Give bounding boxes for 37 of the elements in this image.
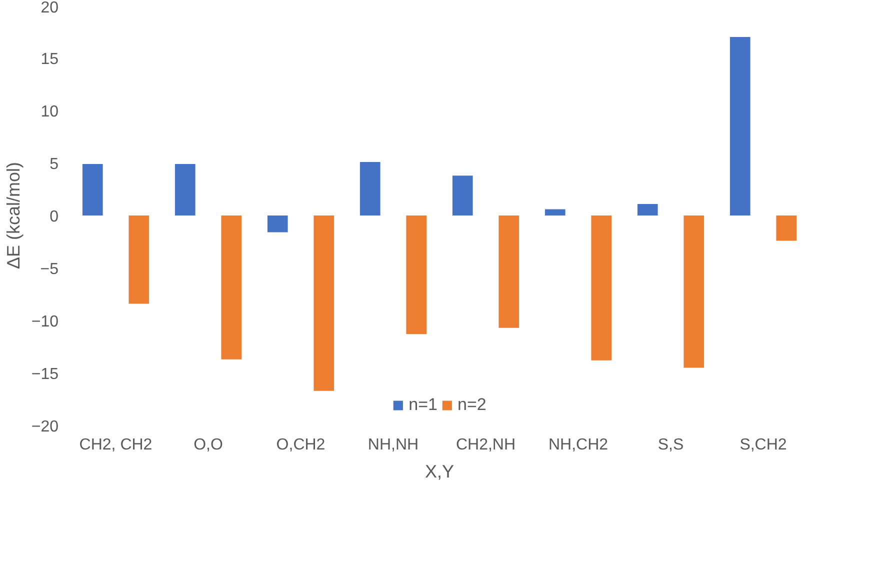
y-tick-label: 10 (40, 104, 59, 120)
bar (128, 216, 150, 304)
x-tick-label: S,S (658, 436, 684, 454)
bar (314, 216, 334, 391)
bar (637, 204, 658, 216)
bar (267, 216, 288, 232)
bar (406, 216, 427, 334)
bar (776, 216, 797, 241)
bar (221, 216, 242, 360)
bar (498, 216, 520, 328)
x-tick-label: NH,NH (368, 436, 419, 454)
x-tick-label: CH2,NH (456, 436, 516, 454)
y-tick-label: 0 (50, 208, 59, 226)
bar (82, 164, 103, 216)
y-tick-label: −5 (40, 261, 59, 278)
bar (544, 209, 566, 216)
y-tick-label: 15 (40, 51, 59, 68)
y-tick-label: −20 (31, 418, 59, 436)
y-tick-label: −15 (31, 366, 59, 383)
y-tick-label: −10 (31, 314, 59, 330)
x-tick-label: S,CH2 (740, 436, 787, 454)
legend-label: n=2 (458, 395, 486, 415)
bar (730, 37, 750, 216)
y-tick-label: 20 (40, 0, 59, 16)
x-tick-label: CH2, CH2 (79, 436, 152, 454)
bar (360, 162, 380, 216)
x-tick-label: NH,CH2 (548, 436, 608, 454)
x-axis-title: X,Y (424, 462, 454, 482)
x-tick-label: O,CH2 (276, 436, 326, 454)
bar (591, 216, 612, 360)
x-tick-label: O,O (194, 436, 223, 454)
y-tick-label: 5 (50, 156, 59, 173)
bar (174, 164, 196, 216)
bar (684, 216, 704, 368)
bar (452, 176, 473, 216)
legend-label: n=1 (408, 395, 438, 415)
y-axis-title: ΔE (kcal/mol) (3, 162, 24, 270)
